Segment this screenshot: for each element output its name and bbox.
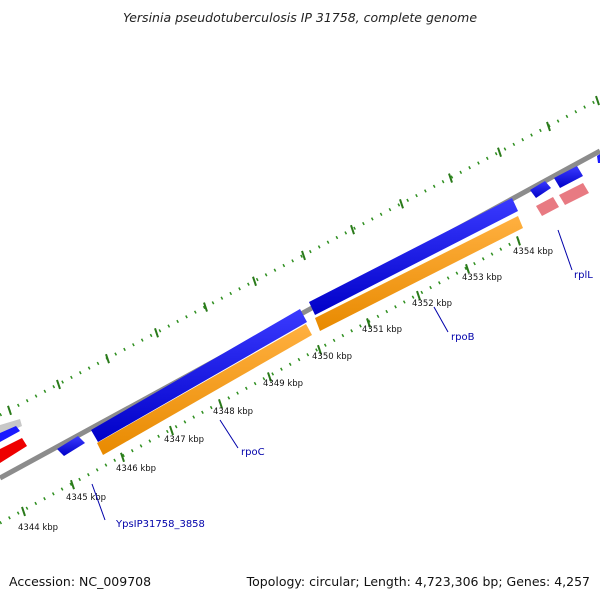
- gene-small-forward-2[interactable]: [554, 166, 583, 188]
- tick-label-4354-kbp: 4354 kbp: [513, 247, 553, 257]
- inner-major-tick: [465, 263, 470, 274]
- tick-label-4349-kbp: 4349 kbp: [263, 379, 303, 389]
- outer-major-tick: [105, 353, 110, 364]
- leader-rpll: [557, 229, 573, 271]
- rna-feature-1[interactable]: [536, 197, 559, 216]
- outer-tick-ruler: [0, 97, 600, 417]
- label-rpob[interactable]: rpoB: [451, 332, 475, 343]
- tick-label-4344-kbp: 4344 kbp: [18, 523, 58, 533]
- outer-major-tick: [56, 379, 61, 390]
- outer-major-tick: [301, 250, 306, 261]
- gene-small-forward-1[interactable]: [530, 181, 551, 198]
- cds-rpoc[interactable]: [97, 324, 312, 455]
- tick-label-4347-kbp: 4347 kbp: [164, 435, 204, 445]
- inner-major-tick: [169, 425, 174, 436]
- gene-ypsip31758-3858[interactable]: [57, 436, 85, 456]
- outer-major-tick: [448, 173, 453, 183]
- leader-ypsip: [91, 483, 106, 521]
- tick-label-4352-kbp: 4352 kbp: [412, 299, 452, 309]
- gene-rpob-forward[interactable]: [309, 198, 518, 315]
- rna-feature-2[interactable]: [559, 183, 589, 205]
- inner-major-tick: [516, 236, 521, 246]
- cds-rpob[interactable]: [315, 216, 523, 331]
- inner-major-tick: [218, 398, 223, 409]
- inner-major-tick: [267, 372, 272, 382]
- label-rpoc[interactable]: rpoC: [241, 447, 265, 458]
- tick-label-4351-kbp: 4351 kbp: [362, 325, 402, 335]
- tick-label-4350-kbp: 4350 kbp: [312, 352, 352, 362]
- inner-major-tick: [70, 479, 75, 490]
- inner-major-tick: [120, 452, 125, 463]
- map-title: Yersinia pseudotuberculosis IP 31758, co…: [123, 10, 477, 25]
- outer-major-tick: [497, 147, 502, 158]
- outer-major-tick: [546, 121, 551, 132]
- leader-rpoc: [219, 419, 239, 449]
- left-blue-gene: [0, 426, 20, 442]
- outer-major-tick: [399, 199, 404, 209]
- label-ypsip31758-3858[interactable]: YpsIP31758_3858: [115, 519, 205, 530]
- left-red-feature: [0, 438, 27, 463]
- outer-major-tick: [203, 302, 208, 312]
- tick-label-4353-kbp: 4353 kbp: [462, 273, 502, 283]
- tick-label-4346-kbp: 4346 kbp: [116, 464, 156, 474]
- gene-rpoc-forward[interactable]: [91, 309, 307, 442]
- outer-major-tick: [7, 405, 12, 416]
- label-rpll[interactable]: rplL: [574, 270, 593, 281]
- inner-major-tick: [366, 318, 371, 328]
- topology-text: Topology: circular; Length: 4,723,306 bp…: [246, 574, 590, 589]
- outer-major-tick: [252, 276, 257, 287]
- outer-major-tick: [595, 95, 600, 106]
- edge-gene: [597, 154, 600, 163]
- inner-major-ticks: [21, 236, 521, 517]
- outer-major-tick: [350, 224, 355, 235]
- outer-major-ticks: [7, 95, 600, 416]
- inner-major-tick: [416, 290, 421, 301]
- accession-text: Accession: NC_009708: [9, 574, 151, 589]
- outer-major-tick: [154, 328, 159, 338]
- inner-major-tick: [317, 344, 322, 355]
- tick-label-4348-kbp: 4348 kbp: [213, 407, 253, 417]
- inner-major-tick: [21, 506, 26, 517]
- leader-rpob: [433, 306, 449, 333]
- tick-label-4345-kbp: 4345 kbp: [66, 493, 106, 503]
